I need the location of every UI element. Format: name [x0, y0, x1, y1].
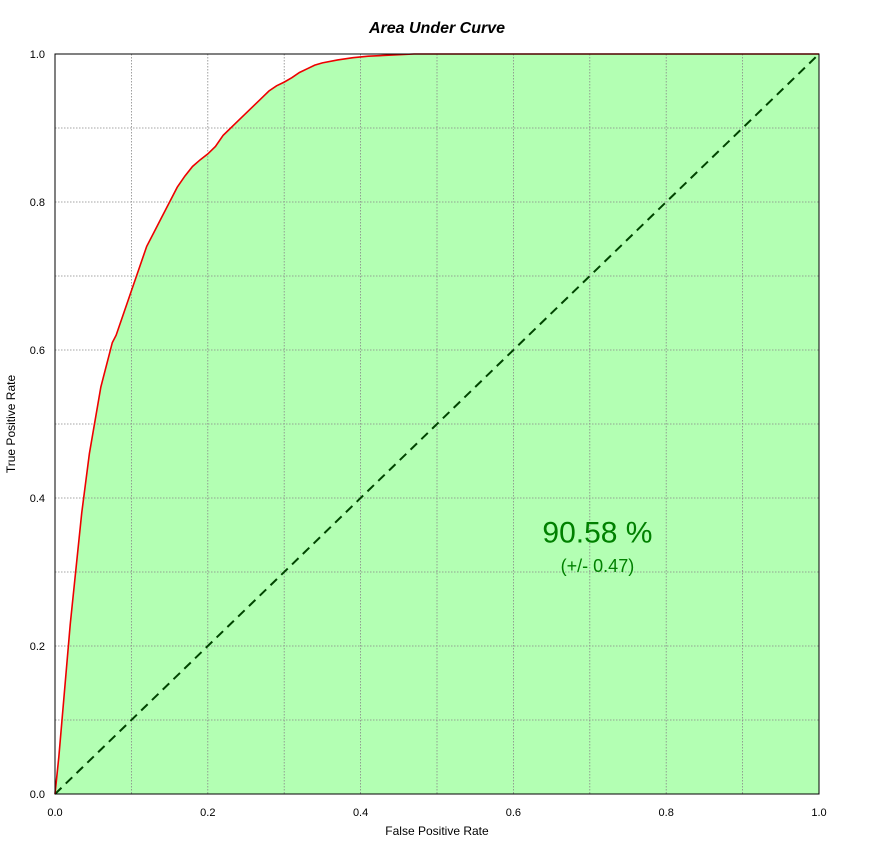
annotation-layer: 90.58 % (+/- 0.47) [542, 516, 652, 576]
y-tick-label: 0.4 [30, 493, 45, 505]
x-tick-label: 0.2 [200, 807, 215, 819]
y-axis-ticks: 0.0 0.2 0.4 0.6 0.8 1.0 [30, 49, 45, 801]
y-tick-label: 0.2 [30, 641, 45, 653]
x-tick-label: 0.0 [47, 807, 62, 819]
roc-curve-line [54, 53, 819, 795]
auc-value-label: 90.58 % [542, 516, 652, 549]
y-axis-title: True Positive Rate [4, 375, 18, 474]
auc-std-label: (+/- 0.47) [561, 556, 635, 576]
x-axis-title: False Positive Rate [385, 824, 489, 838]
plot-frame [54, 53, 820, 795]
x-tick-label: 0.8 [659, 807, 674, 819]
y-tick-label: 0.8 [30, 197, 45, 209]
x-tick-label: 1.0 [811, 807, 826, 819]
diagonal-reference-line [54, 53, 820, 795]
y-tick-label: 0.0 [30, 789, 45, 801]
plot-frame-layer [54, 53, 820, 795]
chart-title: Area Under Curve [368, 20, 505, 37]
x-axis-ticks: 0.0 0.2 0.4 0.6 0.8 1.0 [47, 807, 826, 819]
series-layer [54, 53, 820, 795]
x-tick-label: 0.4 [353, 807, 368, 819]
y-tick-label: 0.6 [30, 345, 45, 357]
y-tick-label: 1.0 [30, 49, 45, 61]
x-tick-label: 0.6 [506, 807, 521, 819]
